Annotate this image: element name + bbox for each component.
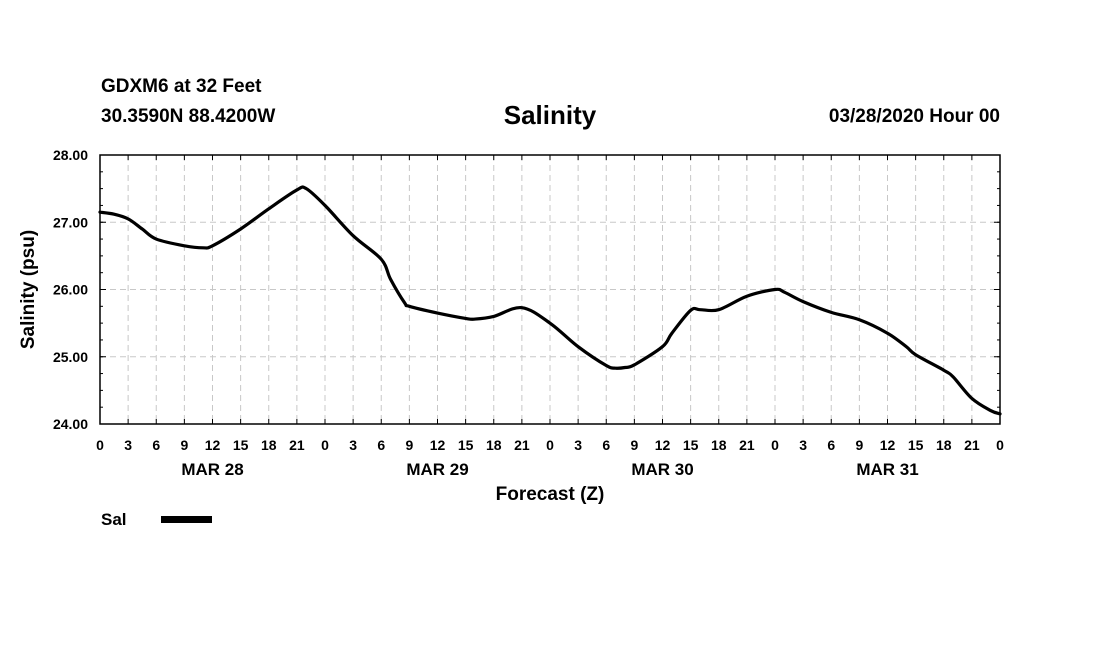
y-tick-label: 26.00 [53, 282, 88, 298]
x-tick-label: 18 [486, 437, 502, 453]
series-layer [98, 185, 1002, 416]
day-label: MAR 30 [631, 460, 693, 479]
x-tick-label: 15 [233, 437, 249, 453]
x-tick-label: 3 [124, 437, 132, 453]
forecast-run-time: 03/28/2020 Hour 00 [828, 106, 1000, 127]
y-tick-label: 28.00 [53, 147, 88, 163]
x-tick-label: 9 [180, 437, 188, 453]
x-tick-label: 15 [683, 437, 699, 453]
x-tick-label: 3 [349, 437, 357, 453]
y-tick-label: 27.00 [53, 214, 88, 230]
x-tick-label: 21 [739, 437, 755, 453]
y-tick-label: 25.00 [53, 349, 88, 365]
x-tick-label: 6 [377, 437, 385, 453]
x-tick-label: 3 [799, 437, 807, 453]
x-tick-label: 6 [602, 437, 610, 453]
x-tick-label: 0 [321, 437, 329, 453]
x-tick-label: 18 [261, 437, 277, 453]
x-tick-label: 6 [152, 437, 160, 453]
x-tick-label: 21 [289, 437, 305, 453]
chart-title: Salinity [503, 100, 597, 130]
x-axis-title: Forecast (Z) [496, 484, 605, 505]
x-tick-label: 6 [827, 437, 835, 453]
x-tick-label: 3 [574, 437, 582, 453]
x-tick-label: 12 [430, 437, 446, 453]
y-axis-title: Salinity (psu) [18, 230, 39, 349]
axis-labels: 0 3 6 9 12 15 18 21 0 3 6 9 12 15 18 21 0 3 6 9 12 15 18 21 0 3 6 9… [18, 147, 1004, 505]
x-tick-label: 9 [630, 437, 638, 453]
legend-label: Sal [101, 510, 127, 529]
day-label: MAR 28 [181, 460, 243, 479]
station-coordinates: 30.3590N 88.4200W [101, 106, 276, 127]
x-tick-label: 15 [458, 437, 474, 453]
y-tick-label: 24.00 [53, 416, 88, 432]
x-tick-label: 21 [964, 437, 980, 453]
x-tick-label: 9 [855, 437, 863, 453]
x-tick-label: 9 [405, 437, 413, 453]
x-tick-label: 0 [771, 437, 779, 453]
x-tick-label: 21 [514, 437, 530, 453]
plot-frame [99, 154, 1001, 425]
x-tick-label: 12 [880, 437, 896, 453]
x-tick-label: 0 [96, 437, 104, 453]
x-tick-label: 18 [711, 437, 727, 453]
x-tick-label: 0 [546, 437, 554, 453]
day-label: MAR 31 [856, 460, 918, 479]
x-tick-label: 0 [996, 437, 1004, 453]
x-tick-label: 12 [205, 437, 221, 453]
grid-lines [100, 155, 1000, 424]
x-tick-label: 18 [936, 437, 952, 453]
series-line-sal [98, 185, 1002, 416]
day-label: MAR 29 [406, 460, 468, 479]
axes [99, 154, 1001, 425]
x-tick-label: 15 [908, 437, 924, 453]
legend-swatch [161, 516, 212, 523]
x-tick-label: 12 [655, 437, 671, 453]
station-title: GDXM6 at 32 Feet [101, 76, 262, 97]
